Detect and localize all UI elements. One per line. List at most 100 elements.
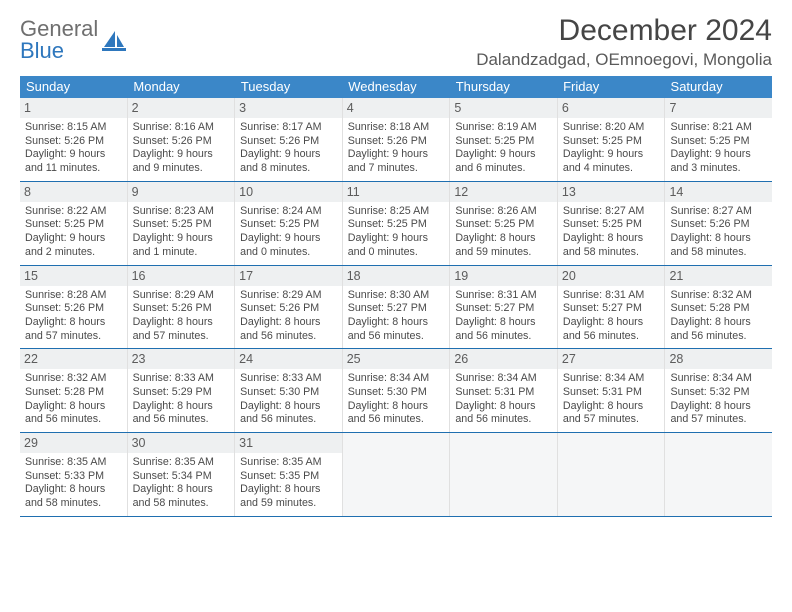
daylight-line: Daylight: 8 hours and 57 minutes. xyxy=(563,400,660,427)
day-cell: 23Sunrise: 8:33 AMSunset: 5:29 PMDayligh… xyxy=(127,349,235,432)
day-cell: 22Sunrise: 8:32 AMSunset: 5:28 PMDayligh… xyxy=(20,349,127,432)
sunrise-line: Sunrise: 8:21 AM xyxy=(670,121,767,135)
day-cell: 18Sunrise: 8:30 AMSunset: 5:27 PMDayligh… xyxy=(342,266,450,349)
month-title: December 2024 xyxy=(476,14,772,48)
sunrise-line: Sunrise: 8:22 AM xyxy=(25,205,122,219)
daylight-line: Daylight: 9 hours and 7 minutes. xyxy=(348,148,445,175)
day-cell: 17Sunrise: 8:29 AMSunset: 5:26 PMDayligh… xyxy=(234,266,342,349)
sunrise-line: Sunrise: 8:35 AM xyxy=(133,456,230,470)
daylight-line: Daylight: 8 hours and 56 minutes. xyxy=(348,316,445,343)
day-cell-empty xyxy=(557,433,665,516)
sunset-line: Sunset: 5:29 PM xyxy=(133,386,230,400)
sunrise-line: Sunrise: 8:32 AM xyxy=(25,372,122,386)
week-row: 22 Sunrise: 8:32 AMSunset: 5:28 PM Dayligh… xyxy=(20,349,772,433)
sunset-line: Sunset: 5:26 PM xyxy=(348,135,445,149)
daylight-line: Daylight: 8 hours and 57 minutes. xyxy=(133,316,230,343)
day-cell-empty xyxy=(342,433,450,516)
daylight-line: Daylight: 9 hours and 0 minutes. xyxy=(240,232,337,259)
daylight-line: Daylight: 8 hours and 56 minutes. xyxy=(455,316,552,343)
sunrise-line: Sunrise: 8:34 AM xyxy=(670,372,767,386)
day-cell: 25Sunrise: 8:34 AMSunset: 5:30 PMDayligh… xyxy=(342,349,450,432)
sunset-line: Sunset: 5:26 PM xyxy=(670,218,767,232)
day-number: 11 xyxy=(343,182,450,202)
sunset-line: Sunset: 5:25 PM xyxy=(563,135,660,149)
sunset-line: Sunset: 5:28 PM xyxy=(25,386,122,400)
calendar-weeks: 1Sunrise: 8:15 AMSunset: 5:26 PMDaylight… xyxy=(20,98,772,517)
week-row: 29Sunrise: 8:35 AMSunset: 5:33 PMDayligh… xyxy=(20,433,772,517)
day-number: 20 xyxy=(558,266,665,286)
daylight-line: Daylight: 9 hours and 4 minutes. xyxy=(563,148,660,175)
sunset-line: Sunset: 5:25 PM xyxy=(25,218,122,232)
sunset-line: Sunset: 5:30 PM xyxy=(240,386,337,400)
sunset-line: Sunset: 5:25 PM xyxy=(455,135,552,149)
logo-word-2: Blue xyxy=(20,38,64,63)
sunset-line: Sunset: 5:31 PM xyxy=(455,386,552,400)
day-cell: 26Sunrise: 8:34 AMSunset: 5:31 PMDayligh… xyxy=(449,349,557,432)
sunset-line: Sunset: 5:25 PM xyxy=(348,218,445,232)
daylight-line: Daylight: 9 hours and 8 minutes. xyxy=(240,148,337,175)
sunrise-line: Sunrise: 8:27 AM xyxy=(563,205,660,219)
weekday-cell: Friday xyxy=(557,76,664,98)
day-number: 26 xyxy=(450,349,557,369)
day-cell: 28Sunrise: 8:34 AMSunset: 5:32 PMDayligh… xyxy=(664,349,772,432)
day-cell: 31Sunrise: 8:35 AMSunset: 5:35 PMDayligh… xyxy=(234,433,342,516)
sunrise-line: Sunrise: 8:20 AM xyxy=(563,121,660,135)
day-cell: 5Sunrise: 8:19 AMSunset: 5:25 PMDaylight… xyxy=(449,98,557,181)
day-number: 22 xyxy=(20,349,127,369)
day-number: 5 xyxy=(450,98,557,118)
day-cell: 2Sunrise: 8:16 AMSunset: 5:26 PMDaylight… xyxy=(127,98,235,181)
sunset-line: Sunset: 5:26 PM xyxy=(133,302,230,316)
day-number: 30 xyxy=(128,433,235,453)
daylight-line: Daylight: 8 hours and 56 minutes. xyxy=(455,400,552,427)
sunset-line: Sunset: 5:26 PM xyxy=(25,135,122,149)
day-number: 25 xyxy=(343,349,450,369)
day-cell: 1Sunrise: 8:15 AMSunset: 5:26 PMDaylight… xyxy=(20,98,127,181)
sunrise-line: Sunrise: 8:31 AM xyxy=(455,289,552,303)
daylight-line: Daylight: 9 hours and 11 minutes. xyxy=(25,148,122,175)
weekday-cell: Sunday xyxy=(20,76,127,98)
day-cell: 30Sunrise: 8:35 AMSunset: 5:34 PMDayligh… xyxy=(127,433,235,516)
sunset-line: Sunset: 5:25 PM xyxy=(240,218,337,232)
day-number: 10 xyxy=(235,182,342,202)
sunrise-line: Sunrise: 8:29 AM xyxy=(133,289,230,303)
daylight-line: Daylight: 8 hours and 59 minutes. xyxy=(240,483,337,510)
daylight-line: Daylight: 8 hours and 58 minutes. xyxy=(25,483,122,510)
sunset-line: Sunset: 5:30 PM xyxy=(348,386,445,400)
sunset-line: Sunset: 5:27 PM xyxy=(563,302,660,316)
sail-icon xyxy=(102,29,126,51)
sunset-line: Sunset: 5:27 PM xyxy=(455,302,552,316)
sunrise-line: Sunrise: 8:35 AM xyxy=(240,456,337,470)
daylight-line: Daylight: 8 hours and 58 minutes. xyxy=(670,232,767,259)
day-cell: 19Sunrise: 8:31 AMSunset: 5:27 PMDayligh… xyxy=(449,266,557,349)
day-cell: 6Sunrise: 8:20 AMSunset: 5:25 PMDaylight… xyxy=(557,98,665,181)
daylight-line: Daylight: 8 hours and 56 minutes. xyxy=(348,400,445,427)
day-number: 14 xyxy=(665,182,772,202)
day-number: 3 xyxy=(235,98,342,118)
day-cell: 4Sunrise: 8:18 AMSunset: 5:26 PMDaylight… xyxy=(342,98,450,181)
calendar: SundayMondayTuesdayWednesdayThursdayFrid… xyxy=(20,76,772,517)
day-number: 18 xyxy=(343,266,450,286)
daylight-line: Daylight: 9 hours and 2 minutes. xyxy=(25,232,122,259)
sunset-line: Sunset: 5:26 PM xyxy=(240,302,337,316)
daylight-line: Daylight: 8 hours and 58 minutes. xyxy=(133,483,230,510)
sunset-line: Sunset: 5:28 PM xyxy=(670,302,767,316)
sunset-line: Sunset: 5:25 PM xyxy=(133,218,230,232)
day-cell: 21Sunrise: 8:32 AMSunset: 5:28 PMDayligh… xyxy=(664,266,772,349)
sunrise-line: Sunrise: 8:34 AM xyxy=(563,372,660,386)
day-number: 16 xyxy=(128,266,235,286)
day-cell-empty xyxy=(664,433,772,516)
day-cell: 15Sunrise: 8:28 AMSunset: 5:26 PMDayligh… xyxy=(20,266,127,349)
weekday-row: SundayMondayTuesdayWednesdayThursdayFrid… xyxy=(20,76,772,98)
daylight-line: Daylight: 8 hours and 56 minutes. xyxy=(240,316,337,343)
week-row: 1Sunrise: 8:15 AMSunset: 5:26 PMDaylight… xyxy=(20,98,772,182)
daylight-line: Daylight: 8 hours and 57 minutes. xyxy=(25,316,122,343)
day-number: 7 xyxy=(665,98,772,118)
day-cell: 8Sunrise: 8:22 AMSunset: 5:25 PMDaylight… xyxy=(20,182,127,265)
title-block: December 2024 Dalandzadgad, OEmnoegovi, … xyxy=(476,14,772,70)
sunrise-line: Sunrise: 8:17 AM xyxy=(240,121,337,135)
weekday-cell: Saturday xyxy=(665,76,772,98)
daylight-line: Daylight: 8 hours and 57 minutes. xyxy=(670,400,767,427)
daylight-line: Daylight: 8 hours and 58 minutes. xyxy=(563,232,660,259)
day-number: 13 xyxy=(558,182,665,202)
day-number: 1 xyxy=(20,98,127,118)
